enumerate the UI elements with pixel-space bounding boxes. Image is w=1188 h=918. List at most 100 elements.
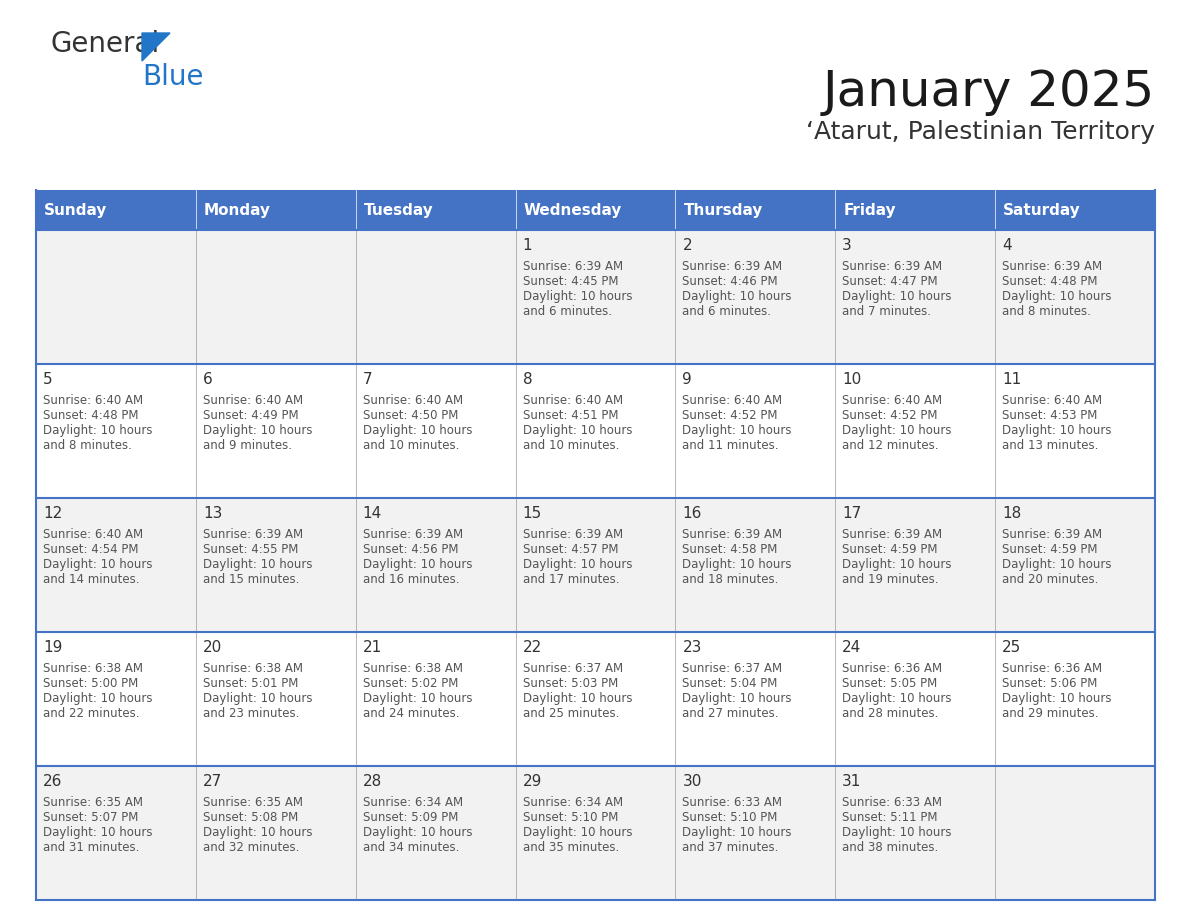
- Bar: [676, 766, 835, 900]
- Text: 17: 17: [842, 506, 861, 521]
- Text: Sunset: 4:47 PM: Sunset: 4:47 PM: [842, 275, 937, 288]
- Text: Sunrise: 6:38 AM: Sunrise: 6:38 AM: [43, 662, 143, 675]
- Text: Sunset: 4:59 PM: Sunset: 4:59 PM: [1003, 543, 1098, 556]
- Text: and 28 minutes.: and 28 minutes.: [842, 707, 939, 720]
- Text: Daylight: 10 hours: Daylight: 10 hours: [842, 826, 952, 839]
- Text: Sunset: 5:04 PM: Sunset: 5:04 PM: [682, 677, 778, 690]
- Text: Sunrise: 6:39 AM: Sunrise: 6:39 AM: [842, 528, 942, 541]
- Text: Daylight: 10 hours: Daylight: 10 hours: [43, 424, 152, 437]
- Text: Sunrise: 6:39 AM: Sunrise: 6:39 AM: [682, 260, 783, 273]
- Bar: [516, 364, 676, 498]
- Text: 19: 19: [43, 640, 63, 655]
- Text: Sunset: 4:51 PM: Sunset: 4:51 PM: [523, 409, 618, 422]
- Text: and 14 minutes.: and 14 minutes.: [43, 573, 139, 586]
- Text: and 19 minutes.: and 19 minutes.: [842, 573, 939, 586]
- Bar: [36, 632, 196, 766]
- Text: 5: 5: [43, 372, 52, 387]
- Text: and 38 minutes.: and 38 minutes.: [842, 841, 939, 854]
- Text: Sunset: 5:10 PM: Sunset: 5:10 PM: [523, 811, 618, 824]
- Text: 10: 10: [842, 372, 861, 387]
- Text: Sunrise: 6:40 AM: Sunrise: 6:40 AM: [362, 394, 463, 407]
- Text: Daylight: 10 hours: Daylight: 10 hours: [842, 692, 952, 705]
- Bar: [516, 766, 676, 900]
- Bar: [996, 230, 1155, 364]
- Text: and 12 minutes.: and 12 minutes.: [842, 439, 939, 452]
- Text: 4: 4: [1003, 238, 1012, 253]
- Text: Sunset: 5:08 PM: Sunset: 5:08 PM: [203, 811, 298, 824]
- Text: 7: 7: [362, 372, 372, 387]
- Text: 31: 31: [842, 774, 861, 789]
- Text: Sunset: 4:49 PM: Sunset: 4:49 PM: [203, 409, 298, 422]
- Text: Sunset: 4:53 PM: Sunset: 4:53 PM: [1003, 409, 1098, 422]
- Text: Sunrise: 6:40 AM: Sunrise: 6:40 AM: [43, 394, 143, 407]
- Text: Sunset: 4:52 PM: Sunset: 4:52 PM: [682, 409, 778, 422]
- Text: Tuesday: Tuesday: [364, 203, 434, 218]
- Bar: [36, 230, 196, 364]
- Text: Sunset: 5:06 PM: Sunset: 5:06 PM: [1003, 677, 1098, 690]
- Bar: [196, 190, 355, 230]
- Text: Daylight: 10 hours: Daylight: 10 hours: [523, 290, 632, 303]
- Text: Sunset: 4:50 PM: Sunset: 4:50 PM: [362, 409, 459, 422]
- Text: 25: 25: [1003, 640, 1022, 655]
- Text: 27: 27: [203, 774, 222, 789]
- Bar: [36, 364, 196, 498]
- Bar: [996, 190, 1155, 230]
- Text: 8: 8: [523, 372, 532, 387]
- Text: 20: 20: [203, 640, 222, 655]
- Text: Sunrise: 6:39 AM: Sunrise: 6:39 AM: [203, 528, 303, 541]
- Text: and 9 minutes.: and 9 minutes.: [203, 439, 292, 452]
- Bar: [835, 498, 996, 632]
- Text: and 11 minutes.: and 11 minutes.: [682, 439, 779, 452]
- Bar: [676, 230, 835, 364]
- Text: Sunset: 4:55 PM: Sunset: 4:55 PM: [203, 543, 298, 556]
- Bar: [835, 364, 996, 498]
- Bar: [355, 632, 516, 766]
- Text: and 34 minutes.: and 34 minutes.: [362, 841, 459, 854]
- Text: Daylight: 10 hours: Daylight: 10 hours: [203, 424, 312, 437]
- Text: Daylight: 10 hours: Daylight: 10 hours: [523, 692, 632, 705]
- Text: Sunset: 5:01 PM: Sunset: 5:01 PM: [203, 677, 298, 690]
- Text: Sunrise: 6:40 AM: Sunrise: 6:40 AM: [43, 528, 143, 541]
- Bar: [996, 364, 1155, 498]
- Text: Sunrise: 6:33 AM: Sunrise: 6:33 AM: [842, 796, 942, 809]
- Text: and 6 minutes.: and 6 minutes.: [682, 305, 771, 318]
- Text: Sunrise: 6:39 AM: Sunrise: 6:39 AM: [682, 528, 783, 541]
- Text: Sunset: 4:58 PM: Sunset: 4:58 PM: [682, 543, 778, 556]
- Text: Sunrise: 6:40 AM: Sunrise: 6:40 AM: [842, 394, 942, 407]
- Text: Sunrise: 6:39 AM: Sunrise: 6:39 AM: [1003, 528, 1102, 541]
- Text: Daylight: 10 hours: Daylight: 10 hours: [842, 290, 952, 303]
- Bar: [996, 766, 1155, 900]
- Text: and 22 minutes.: and 22 minutes.: [43, 707, 139, 720]
- Text: 2: 2: [682, 238, 693, 253]
- Text: and 10 minutes.: and 10 minutes.: [523, 439, 619, 452]
- Bar: [835, 632, 996, 766]
- Text: Sunset: 4:54 PM: Sunset: 4:54 PM: [43, 543, 139, 556]
- Text: and 25 minutes.: and 25 minutes.: [523, 707, 619, 720]
- Text: Sunrise: 6:39 AM: Sunrise: 6:39 AM: [523, 260, 623, 273]
- Bar: [196, 632, 355, 766]
- Text: 9: 9: [682, 372, 693, 387]
- Bar: [676, 364, 835, 498]
- Text: and 23 minutes.: and 23 minutes.: [203, 707, 299, 720]
- Text: Sunset: 4:46 PM: Sunset: 4:46 PM: [682, 275, 778, 288]
- Text: Daylight: 10 hours: Daylight: 10 hours: [682, 424, 792, 437]
- Text: Sunrise: 6:40 AM: Sunrise: 6:40 AM: [1003, 394, 1102, 407]
- Text: 24: 24: [842, 640, 861, 655]
- Text: 6: 6: [203, 372, 213, 387]
- Text: Sunset: 4:48 PM: Sunset: 4:48 PM: [43, 409, 139, 422]
- Bar: [676, 498, 835, 632]
- Text: and 7 minutes.: and 7 minutes.: [842, 305, 931, 318]
- Text: Friday: Friday: [843, 203, 896, 218]
- Text: Sunrise: 6:36 AM: Sunrise: 6:36 AM: [842, 662, 942, 675]
- Bar: [196, 766, 355, 900]
- Text: Daylight: 10 hours: Daylight: 10 hours: [43, 826, 152, 839]
- Text: Daylight: 10 hours: Daylight: 10 hours: [842, 558, 952, 571]
- Text: 3: 3: [842, 238, 852, 253]
- Text: Daylight: 10 hours: Daylight: 10 hours: [1003, 424, 1112, 437]
- Bar: [355, 766, 516, 900]
- Text: Daylight: 10 hours: Daylight: 10 hours: [523, 558, 632, 571]
- Text: 22: 22: [523, 640, 542, 655]
- Text: 11: 11: [1003, 372, 1022, 387]
- Bar: [516, 632, 676, 766]
- Text: Daylight: 10 hours: Daylight: 10 hours: [362, 826, 472, 839]
